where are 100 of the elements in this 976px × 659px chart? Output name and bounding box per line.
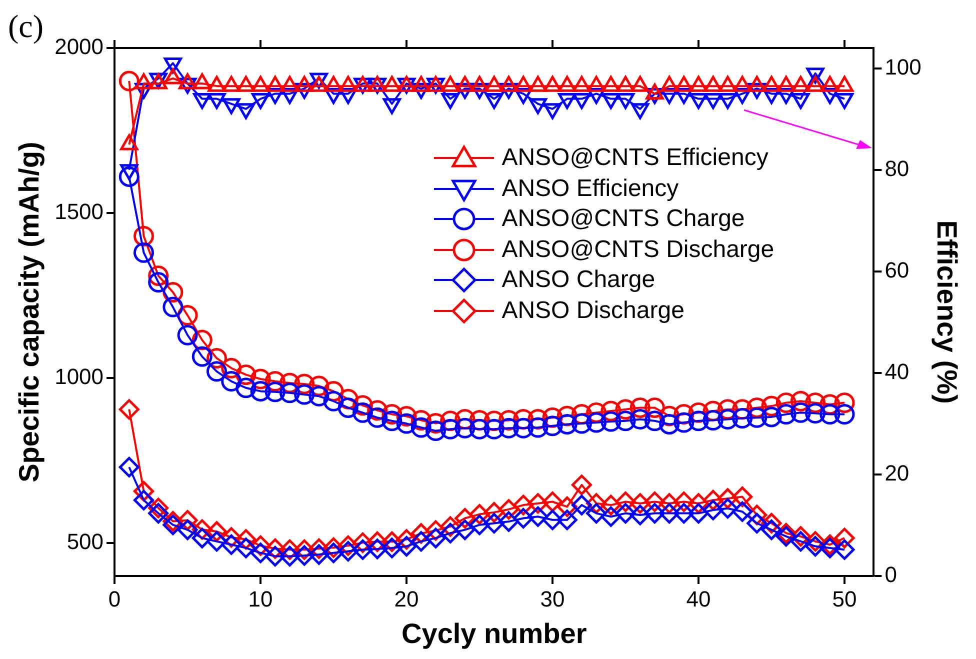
x-tick-label: 20 [394, 586, 419, 612]
point [805, 536, 826, 557]
point [776, 404, 796, 425]
point [162, 514, 184, 536]
y-tick-label: 1500 [54, 199, 104, 224]
point [469, 418, 490, 440]
point [192, 528, 212, 548]
point [133, 490, 154, 510]
point [644, 503, 665, 524]
point [425, 528, 446, 548]
point [790, 531, 811, 552]
point [732, 408, 753, 429]
point [221, 534, 242, 555]
point [177, 324, 198, 346]
legend-label: ANSO Charge [502, 265, 656, 295]
point [440, 522, 461, 544]
point [600, 411, 622, 432]
point [834, 528, 855, 548]
point [323, 390, 344, 412]
text: (c) [8, 8, 44, 45]
point [571, 413, 592, 434]
point [484, 512, 504, 534]
point [702, 410, 724, 430]
point [790, 402, 811, 423]
x-tick-label: 50 [832, 586, 857, 612]
point [659, 414, 680, 434]
point [118, 70, 140, 92]
point [615, 492, 636, 512]
point [630, 397, 650, 418]
point [367, 407, 388, 428]
point [542, 492, 563, 512]
point [308, 386, 330, 406]
point [454, 418, 476, 438]
point [571, 494, 592, 516]
point [688, 503, 709, 524]
point [513, 418, 534, 438]
point [834, 404, 855, 425]
point [571, 474, 592, 496]
point [250, 380, 271, 402]
point [382, 410, 402, 432]
point [586, 412, 607, 433]
point [528, 506, 548, 527]
point [118, 456, 140, 478]
point [630, 409, 650, 430]
point [513, 508, 534, 528]
y2-tick-label: 20 [884, 460, 910, 486]
y2-tick-label: 100 [884, 54, 922, 80]
point [118, 166, 140, 187]
y2-axis-title: Efficiency (%) [931, 220, 962, 404]
point [323, 542, 344, 564]
point [776, 526, 796, 547]
point [702, 500, 724, 520]
point [556, 414, 578, 434]
point [236, 538, 256, 558]
point [498, 418, 519, 438]
point [352, 402, 373, 423]
point [484, 418, 504, 440]
point [688, 410, 709, 432]
point [294, 545, 315, 566]
y-tick-label: 500 [66, 529, 104, 554]
point [820, 404, 840, 425]
y2-tick-label: 40 [884, 358, 910, 384]
point [746, 407, 768, 428]
y2-tick-label: 80 [884, 156, 910, 181]
point [308, 544, 330, 565]
point [338, 541, 358, 562]
point [630, 504, 650, 526]
legend-label: ANSO Discharge [502, 296, 684, 326]
point [425, 420, 446, 442]
point [279, 546, 300, 566]
point [264, 382, 286, 402]
point [674, 412, 694, 433]
point [644, 410, 665, 432]
point [162, 296, 184, 318]
x-tick-label: 10 [248, 586, 273, 612]
point [206, 361, 227, 382]
point [674, 492, 694, 512]
point [264, 546, 286, 566]
y2-tick-label: 0 [884, 562, 897, 588]
point [630, 493, 650, 514]
point [396, 413, 417, 434]
point [542, 416, 563, 436]
point [294, 384, 315, 405]
point [615, 503, 636, 524]
y-axis-title: Specific capacity (mAh/g) [14, 142, 45, 482]
point [221, 371, 242, 392]
point [148, 503, 169, 524]
point [236, 378, 256, 398]
point [148, 272, 169, 293]
point [761, 520, 782, 540]
y-tick-label: 1000 [54, 364, 104, 390]
legend-label: ANSO@CNTS Efficiency [502, 143, 768, 173]
legend-label: ANSO@CNTS Discharge [502, 234, 774, 264]
point [454, 520, 476, 540]
point [367, 538, 388, 560]
point [118, 399, 140, 420]
point [717, 498, 738, 519]
point [674, 503, 694, 524]
point [820, 538, 840, 558]
point [805, 403, 826, 424]
